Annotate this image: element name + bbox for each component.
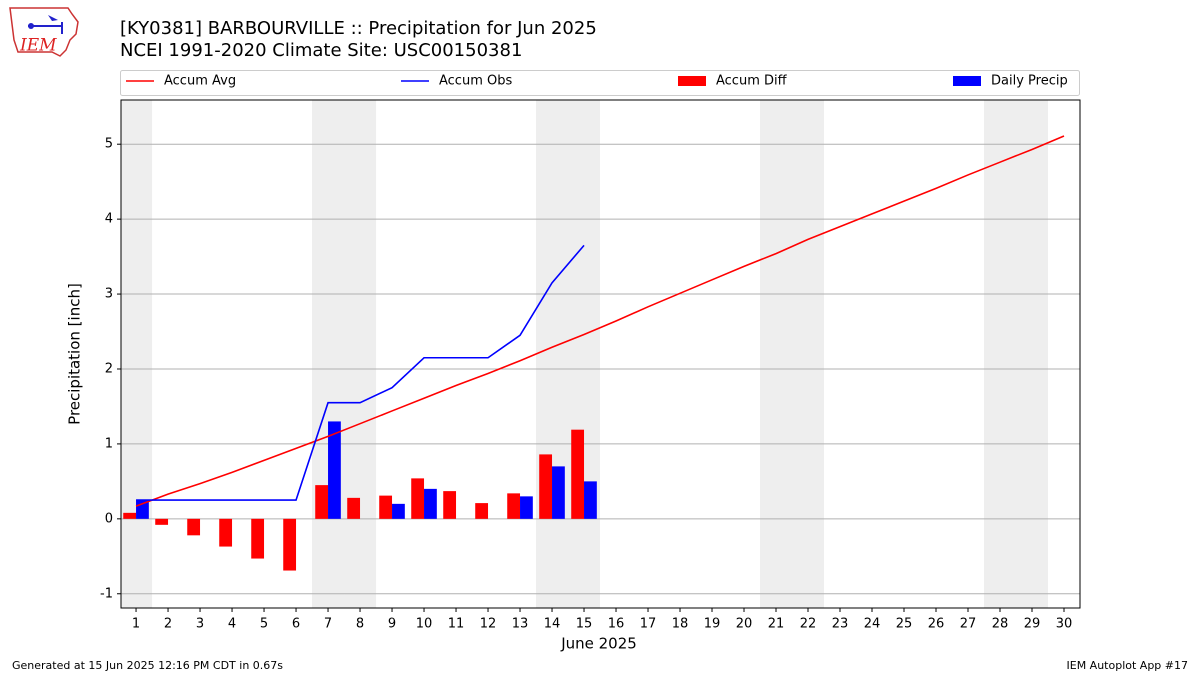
chart-title: [KY0381] BARBOURVILLE :: Precipitation f… xyxy=(120,18,597,39)
x-tick-label: 21 xyxy=(768,617,785,632)
x-tick-label: 1 xyxy=(132,617,140,632)
plot-inner xyxy=(121,100,1080,608)
weekend-band xyxy=(792,100,825,608)
x-tick-label: 9 xyxy=(388,617,396,632)
weekend-band xyxy=(121,100,153,608)
x-tick-label: 15 xyxy=(576,617,593,632)
legend-label: Daily Precip xyxy=(991,74,1068,89)
y-tick-label: 3 xyxy=(105,287,113,302)
x-tick-label: 30 xyxy=(1056,617,1073,632)
weekend-band xyxy=(344,100,377,608)
y-tick-label: 2 xyxy=(105,361,113,376)
plot-frame xyxy=(120,99,1081,609)
x-tick-label: 2 xyxy=(164,617,172,632)
x-tick-label: 13 xyxy=(512,617,529,632)
y-tick-label: 0 xyxy=(105,511,113,526)
legend-label: Accum Avg xyxy=(164,74,236,89)
bar xyxy=(411,478,425,519)
x-tick-label: 5 xyxy=(260,617,268,632)
x-tick-label: 4 xyxy=(228,617,236,632)
footer-right: IEM Autoplot App #17 xyxy=(1067,659,1189,672)
x-tick-label: 29 xyxy=(1024,617,1041,632)
legend-label: Accum Obs xyxy=(439,74,512,89)
chart-subtitle: NCEI 1991-2020 Climate Site: USC00150381 xyxy=(120,40,522,61)
weekend-band xyxy=(536,100,569,608)
bar xyxy=(328,421,341,519)
x-tick-label: 6 xyxy=(292,617,300,632)
weekend-band xyxy=(312,100,345,608)
x-tick-label: 12 xyxy=(480,617,497,632)
bar xyxy=(283,518,297,571)
plot-area xyxy=(121,100,1080,608)
logo: IEM xyxy=(9,7,79,57)
legend-swatch xyxy=(953,76,981,86)
x-tick-label: 19 xyxy=(704,617,721,632)
legend-label: Accum Diff xyxy=(716,74,788,89)
line xyxy=(136,244,585,501)
x-tick-label: 18 xyxy=(672,617,689,632)
x-tick-label: 26 xyxy=(928,617,945,632)
x-tick-label: 10 xyxy=(416,617,433,632)
weekend-band xyxy=(568,100,601,608)
logo-text: IEM xyxy=(19,36,57,56)
x-tick-label: 8 xyxy=(356,617,364,632)
y-tick-label: 1 xyxy=(105,436,113,451)
bar xyxy=(379,495,393,519)
x-tick-label: 22 xyxy=(800,617,817,632)
x-tick-label: 27 xyxy=(960,617,977,632)
bar xyxy=(424,488,437,519)
x-tick-label: 20 xyxy=(736,617,753,632)
bar xyxy=(155,518,169,525)
x-tick-label: 24 xyxy=(864,617,881,632)
x-tick-label: 7 xyxy=(324,617,332,632)
bar xyxy=(539,454,553,519)
x-axis-label: June 2025 xyxy=(560,635,637,653)
x-tick-label: 3 xyxy=(196,617,204,632)
bar xyxy=(392,503,405,519)
bar xyxy=(251,518,265,559)
line xyxy=(135,135,1065,507)
x-tick-label: 14 xyxy=(544,617,561,632)
legend-box xyxy=(120,70,1080,96)
x-tick-label: 11 xyxy=(448,617,465,632)
legend-swatch xyxy=(678,76,706,86)
footer-left: Generated at 15 Jun 2025 12:16 PM CDT in… xyxy=(12,659,283,672)
x-tick-label: 16 xyxy=(608,617,625,632)
weekend-band xyxy=(984,100,1017,608)
bar xyxy=(315,485,329,519)
bar xyxy=(443,491,457,519)
bar xyxy=(507,493,521,519)
y-axis-label: Precipitation [inch] xyxy=(66,283,84,425)
y-tick-label: -1 xyxy=(100,586,113,601)
bar xyxy=(475,503,489,519)
x-tick-label: 28 xyxy=(992,617,1009,632)
weekend-band xyxy=(760,100,793,608)
bar xyxy=(584,481,597,519)
bar xyxy=(219,518,233,547)
bar xyxy=(571,429,585,519)
bar xyxy=(552,466,565,519)
x-tick-label: 25 xyxy=(896,617,913,632)
y-tick-label: 5 xyxy=(105,137,113,152)
y-tick-label: 4 xyxy=(105,212,113,227)
x-tick-label: 17 xyxy=(640,617,657,632)
bar xyxy=(123,512,137,519)
bar xyxy=(520,496,533,519)
x-tick-label: 23 xyxy=(832,617,849,632)
weekend-band xyxy=(1016,100,1049,608)
bar xyxy=(187,518,201,536)
bar xyxy=(347,497,361,519)
